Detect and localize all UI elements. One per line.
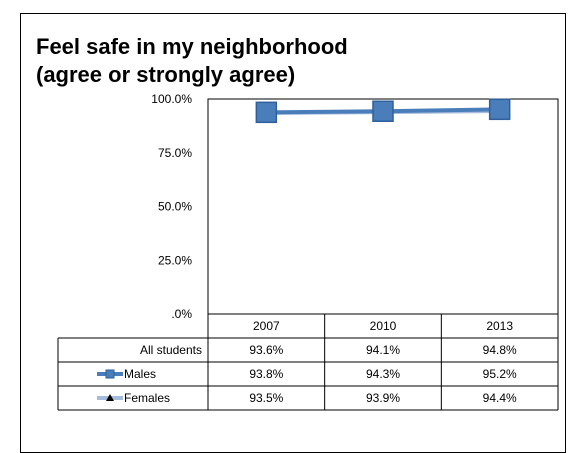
data-point: [255, 101, 278, 124]
x-tick-label: 2010: [370, 319, 397, 333]
legend-key-marker: [106, 394, 114, 401]
data-label: 95.2%: [483, 367, 517, 381]
data-label: 94.8%: [483, 343, 517, 357]
chart-title: Feel safe in my neighborhood: [36, 34, 348, 59]
data-label: 94.1%: [366, 343, 400, 357]
y-tick-label: 75.0%: [158, 146, 192, 160]
data-label: 94.4%: [483, 391, 517, 405]
chart-subtitle: (agree or strongly agree): [36, 62, 296, 87]
data-point: [488, 98, 511, 121]
series-name: All students: [140, 343, 202, 357]
y-tick-label: 25.0%: [158, 253, 192, 267]
series-name: Females: [124, 391, 170, 405]
y-axis-labels: 100.0% 75.0% 50.0% 25.0% .0%: [151, 92, 192, 321]
x-tick-label: 2013: [486, 319, 513, 333]
x-tick-label: 2007: [253, 319, 280, 333]
data-point: [372, 100, 394, 123]
series-lines: [255, 98, 511, 124]
data-label: 93.8%: [249, 367, 283, 381]
y-tick-label: .0%: [171, 307, 192, 321]
y-tick-label: 50.0%: [158, 200, 192, 214]
chart-svg: 100.0% 75.0% 50.0% 25.0% .0% 2007 2010 2013 All…: [57, 92, 559, 411]
plot-area: [207, 98, 559, 315]
y-tick-label: 100.0%: [151, 92, 192, 106]
data-label: 93.5%: [249, 391, 283, 405]
data-label: 93.6%: [249, 343, 283, 357]
series-name: Males: [124, 367, 156, 381]
data-label: 94.3%: [366, 367, 400, 381]
data-label: 93.9%: [366, 391, 400, 405]
legend-key-marker: [105, 369, 115, 379]
data-table: 2007 2010 2013 All students 93.6% 94.1% 94.8% M…: [57, 314, 559, 411]
